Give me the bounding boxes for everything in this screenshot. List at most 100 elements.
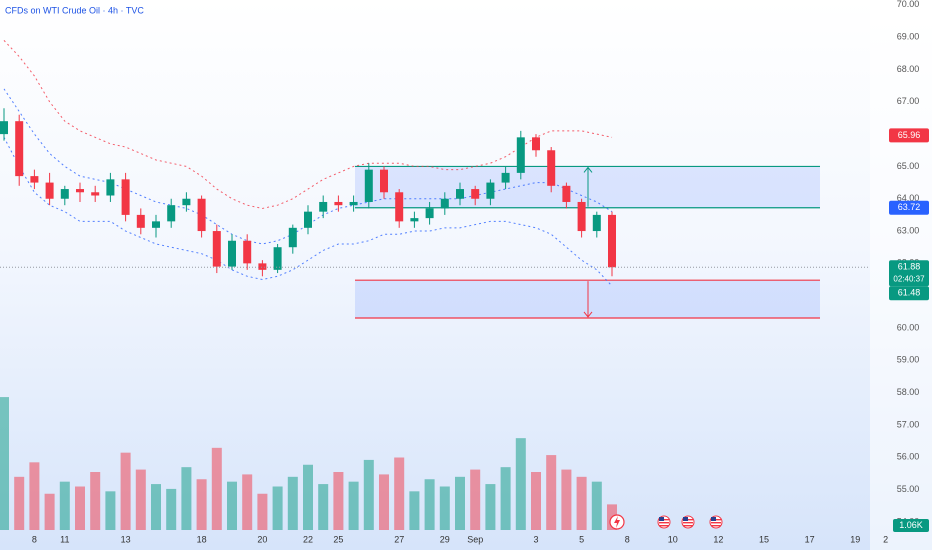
- x-tick-label: 25: [333, 534, 343, 544]
- candle-body: [15, 121, 24, 177]
- volume-bar: [470, 469, 481, 530]
- y-tick-label: 56.00: [897, 452, 920, 462]
- volume-bar: [90, 472, 101, 530]
- x-tick-label: 18: [197, 534, 207, 544]
- zone-arrow-head: [583, 311, 593, 318]
- candle-body: [91, 192, 100, 196]
- price-tags: 65.96 63.72 61.88 02:40:37 61.48 1.06K: [889, 128, 929, 532]
- volume-bar: [166, 488, 177, 530]
- candle-body: [501, 172, 510, 183]
- candle-body: [167, 205, 176, 222]
- candle-body: [486, 182, 495, 199]
- candle-body: [121, 179, 130, 215]
- event-flag[interactable]: [657, 515, 671, 529]
- plot: 70.0069.0068.0067.0066.0065.0064.0063.00…: [0, 0, 919, 544]
- candle-body: [273, 247, 282, 270]
- volume-bar: [455, 476, 465, 530]
- volume-bar: [44, 493, 55, 530]
- candle-body: [197, 198, 206, 232]
- candle-body: [410, 218, 419, 222]
- x-tick-label: 11: [60, 534, 69, 544]
- volume-tag: [893, 519, 929, 532]
- x-tick-label: 12: [713, 534, 723, 544]
- volume-bar: [515, 438, 526, 530]
- volume-bar: [363, 459, 374, 530]
- volume-bar: [379, 474, 389, 530]
- band-upper: [3, 40, 613, 209]
- candle-body: [334, 201, 343, 206]
- chart-title: CFDs on WTI Crude Oil · 4h · TVC: [5, 5, 144, 15]
- candle-body: [30, 176, 39, 183]
- candle-body: [425, 208, 434, 219]
- y-tick-label: 69.00: [897, 32, 920, 42]
- volume-bar: [439, 486, 450, 530]
- price-tag: [889, 286, 929, 301]
- price-tag: [889, 260, 929, 287]
- candle-body: [516, 137, 525, 173]
- candle-body: [76, 189, 84, 193]
- candle-body: [228, 240, 236, 267]
- volume-bar: [227, 481, 237, 530]
- candle-body: [547, 150, 556, 186]
- candle-body: [532, 137, 540, 151]
- volume-bar: [211, 447, 222, 530]
- price-tag-label: 63.72: [898, 202, 921, 212]
- candle-body: [60, 189, 69, 199]
- x-tick-label: 10: [668, 534, 678, 544]
- zone-arrow-head: [583, 166, 593, 173]
- volume-bar: [0, 397, 9, 530]
- volume-bar: [546, 455, 557, 530]
- x-tick-label: 5: [579, 534, 584, 544]
- event-flag[interactable]: [681, 515, 695, 529]
- y-tick-label: 60.00: [897, 322, 920, 332]
- y-tick-label: 63.00: [897, 225, 920, 235]
- y-tick-label: 55.00: [897, 484, 920, 494]
- price-tag: [889, 128, 929, 143]
- candle-body: [288, 227, 297, 248]
- countdown: 02:40:37: [893, 274, 925, 283]
- x-tick-label: 29: [440, 534, 450, 544]
- price-tag: [889, 200, 929, 215]
- volume-bar: [591, 481, 602, 530]
- volume-bar: [531, 472, 541, 530]
- y-tick-label: 64.00: [897, 193, 920, 203]
- y-tick-label: 68.00: [897, 64, 920, 74]
- candle-body: [136, 214, 145, 228]
- y-tick-label: 70.00: [897, 0, 920, 9]
- candle-body: [319, 201, 328, 212]
- volume-bar: [105, 491, 116, 530]
- event-flag[interactable]: [709, 515, 723, 529]
- x-tick-label: 8: [32, 534, 37, 544]
- candle-body: [471, 189, 480, 199]
- volume-bar: [196, 479, 207, 530]
- x-tick-label: 2: [883, 534, 888, 544]
- volume-bar: [576, 476, 587, 530]
- candle-body: [364, 169, 373, 202]
- event-icon[interactable]: [609, 514, 625, 530]
- y-tick-label: 58.00: [897, 387, 920, 397]
- candle-body: [258, 263, 267, 270]
- volume-bar: [272, 486, 283, 530]
- x-tick-label: 22: [303, 534, 313, 544]
- candle-body: [440, 198, 449, 209]
- x-tick-label: 20: [257, 534, 267, 544]
- y-tick-label: 57.00: [897, 419, 920, 429]
- x-tick-label: Sep: [467, 534, 483, 544]
- volume-bar: [287, 476, 298, 530]
- y-tick-label: 67.00: [897, 96, 920, 106]
- volume-bar: [151, 484, 161, 530]
- candle-body: [380, 169, 388, 193]
- volume-bar: [59, 481, 70, 530]
- volume-bar: [257, 493, 268, 530]
- volume-bar: [318, 484, 329, 530]
- candle-body: [45, 182, 54, 199]
- candle-body: [562, 185, 571, 202]
- price-tag-label: 61.48: [898, 288, 921, 298]
- volume-bar: [485, 484, 496, 530]
- volume-bar: [500, 467, 511, 530]
- candle-body: [243, 240, 252, 264]
- volume-bar: [394, 457, 405, 530]
